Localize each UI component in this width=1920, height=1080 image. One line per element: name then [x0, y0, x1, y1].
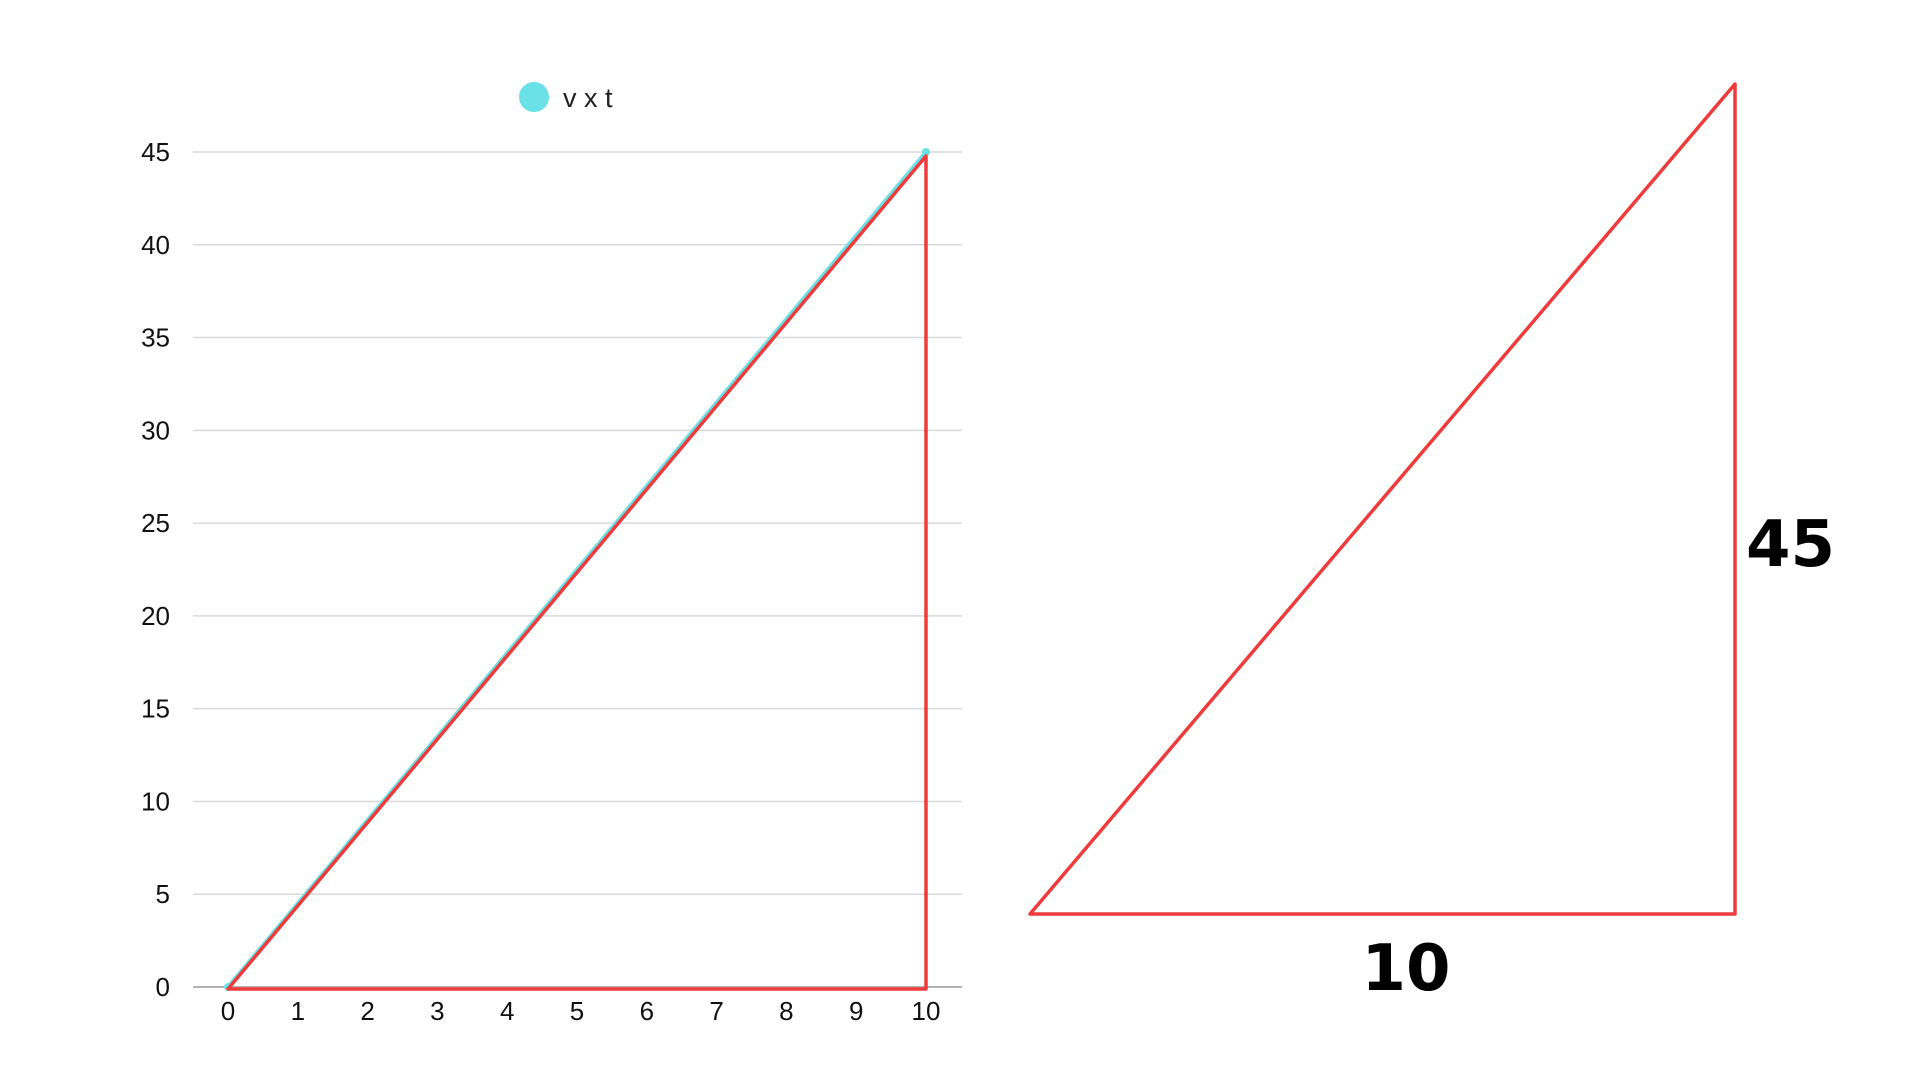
y-tick-label: 15 [141, 694, 170, 724]
x-tick-label: 4 [500, 996, 514, 1026]
x-tick-label: 0 [221, 996, 235, 1026]
x-tick-label: 1 [291, 996, 305, 1026]
chart-triangle [226, 154, 928, 991]
y-tick-label: 45 [141, 137, 170, 167]
y-tick-label: 35 [141, 323, 170, 353]
y-tick-label: 5 [156, 879, 170, 909]
x-tick-label: 7 [709, 996, 723, 1026]
triangle-diagram: 10 45 [1028, 82, 1835, 1006]
y-tick-label: 0 [156, 972, 170, 1002]
y-tick-label: 25 [141, 508, 170, 538]
y-tick-label: 10 [141, 786, 170, 816]
grid-lines [193, 151, 962, 895]
y-axis-tick-labels: 0 5 10 15 20 25 30 35 40 45 [141, 137, 170, 1002]
x-tick-label: 2 [360, 996, 374, 1026]
x-tick-label: 8 [779, 996, 793, 1026]
legend: v x t [519, 82, 613, 113]
legend-label: v x t [563, 83, 613, 113]
y-tick-label: 20 [141, 601, 170, 631]
x-tick-label: 9 [849, 996, 863, 1026]
diagram-triangle [1028, 82, 1737, 916]
y-tick-label: 30 [141, 415, 170, 445]
y-tick-label: 40 [141, 230, 170, 260]
triangle-overlay [226, 154, 928, 991]
diagram-base-label: 10 [1361, 932, 1450, 1006]
x-tick-label: 10 [912, 996, 941, 1026]
x-axis-tick-labels: 0 1 2 3 4 5 6 7 8 9 10 [221, 996, 941, 1026]
x-tick-label: 5 [570, 996, 584, 1026]
series-layer [224, 148, 930, 991]
x-tick-label: 3 [430, 996, 444, 1026]
legend-marker [519, 82, 549, 112]
data-point [922, 148, 930, 156]
x-tick-label: 6 [640, 996, 654, 1026]
diagram-height-label: 45 [1746, 508, 1835, 582]
